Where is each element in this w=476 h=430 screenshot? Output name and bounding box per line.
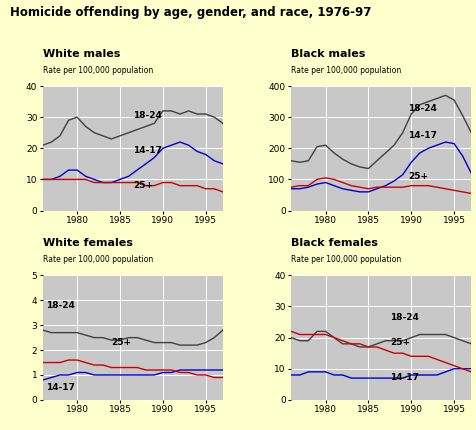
Text: Rate per 100,000 population: Rate per 100,000 population xyxy=(291,255,401,264)
Text: Rate per 100,000 population: Rate per 100,000 population xyxy=(43,66,153,75)
Text: 18-24: 18-24 xyxy=(408,104,437,113)
Text: 25+: 25+ xyxy=(390,338,410,347)
Text: 25+: 25+ xyxy=(408,172,428,181)
Text: Rate per 100,000 population: Rate per 100,000 population xyxy=(291,66,401,75)
Text: Homicide offending by age, gender, and race, 1976-97: Homicide offending by age, gender, and r… xyxy=(10,6,371,19)
Text: Rate per 100,000 population: Rate per 100,000 population xyxy=(43,255,153,264)
Text: 14-17: 14-17 xyxy=(390,373,419,382)
Text: 18-24: 18-24 xyxy=(47,301,75,310)
Text: Black males: Black males xyxy=(291,49,366,58)
Text: 14-17: 14-17 xyxy=(133,146,162,155)
Text: 14-17: 14-17 xyxy=(408,131,437,140)
Text: 14-17: 14-17 xyxy=(47,383,75,392)
Text: White females: White females xyxy=(43,238,133,248)
Text: White males: White males xyxy=(43,49,120,58)
Text: 18-24: 18-24 xyxy=(133,111,162,120)
Text: Black females: Black females xyxy=(291,238,378,248)
Text: 18-24: 18-24 xyxy=(390,313,419,322)
Text: 25+: 25+ xyxy=(111,338,131,347)
Text: 25+: 25+ xyxy=(133,181,153,190)
